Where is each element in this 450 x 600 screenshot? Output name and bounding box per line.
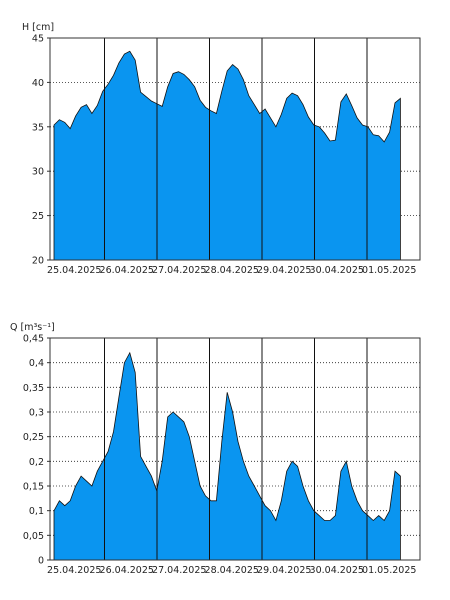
x-tick-label: 01.05.2025: [362, 565, 416, 576]
water-level-chart: 45 40 35 30 25 20 25.04.202526.04.202527.04.2…: [22, 22, 421, 276]
y-axis-label: H [cm]: [22, 22, 54, 33]
y-tick-labels: 45 40 35 30 25 20: [32, 34, 50, 267]
x-tick-label: 30.04.2025: [310, 565, 364, 576]
x-tick-label: 27.04.2025: [152, 265, 206, 276]
x-tick-label: 27.04.2025: [152, 565, 206, 576]
y-tick-label: 0,3: [29, 408, 44, 419]
x-tick-label: 28.04.2025: [205, 265, 259, 276]
x-tick-label: 01.05.2025: [362, 265, 416, 276]
plot-frame: [49, 37, 421, 261]
water-level-area: [53, 50, 401, 261]
y-tick-label: 20: [32, 256, 44, 267]
y-tick-label: 0,2: [29, 457, 44, 468]
y-tick-label: 0,4: [29, 358, 44, 369]
x-tick-label: 26.04.2025: [100, 265, 154, 276]
x-tick-label: 25.04.2025: [47, 265, 101, 276]
x-tick-labels: 25.04.202526.04.202527.04.202528.04.2025…: [47, 265, 416, 276]
x-tick-label: 30.04.2025: [310, 265, 364, 276]
y-tick-label: 0,25: [23, 432, 44, 443]
y-axis-label: Q [m³s⁻¹]: [10, 322, 55, 333]
y-tick-label: 25: [32, 211, 44, 222]
y-tick-label: 0,45: [23, 334, 44, 345]
y-tick-labels: 0,45 0,4 0,35 0,3 0,25 0,2 0,15 0,1 0,05 0: [23, 334, 50, 567]
x-tick-label: 29.04.2025: [257, 565, 311, 576]
discharge-chart: 0,45 0,4 0,35 0,3 0,25 0,2 0,15 0,1 0,05 0 25.04.…: [10, 322, 421, 576]
day-divider-lines: [104, 338, 368, 560]
x-tick-labels: 25.04.202526.04.202527.04.202528.04.2025…: [47, 565, 416, 576]
x-tick-label: 26.04.2025: [100, 565, 154, 576]
y-tick-label: 0: [38, 556, 44, 567]
day-divider-lines: [104, 38, 368, 260]
y-tick-label: 0,15: [23, 482, 44, 493]
y-tick-label: 30: [32, 167, 44, 178]
x-tick-label: 28.04.2025: [205, 565, 259, 576]
y-tick-label: 40: [32, 78, 44, 89]
y-tick-label: 0,35: [23, 383, 44, 394]
x-tick-label: 29.04.2025: [257, 265, 311, 276]
y-tick-label: 45: [32, 34, 44, 45]
y-tick-label: 0,05: [23, 531, 44, 542]
plot-frame: [49, 337, 421, 561]
x-tick-label: 25.04.2025: [47, 565, 101, 576]
discharge-area: [53, 351, 401, 561]
y-tick-label: 35: [32, 122, 44, 133]
y-tick-label: 0,1: [29, 506, 44, 517]
